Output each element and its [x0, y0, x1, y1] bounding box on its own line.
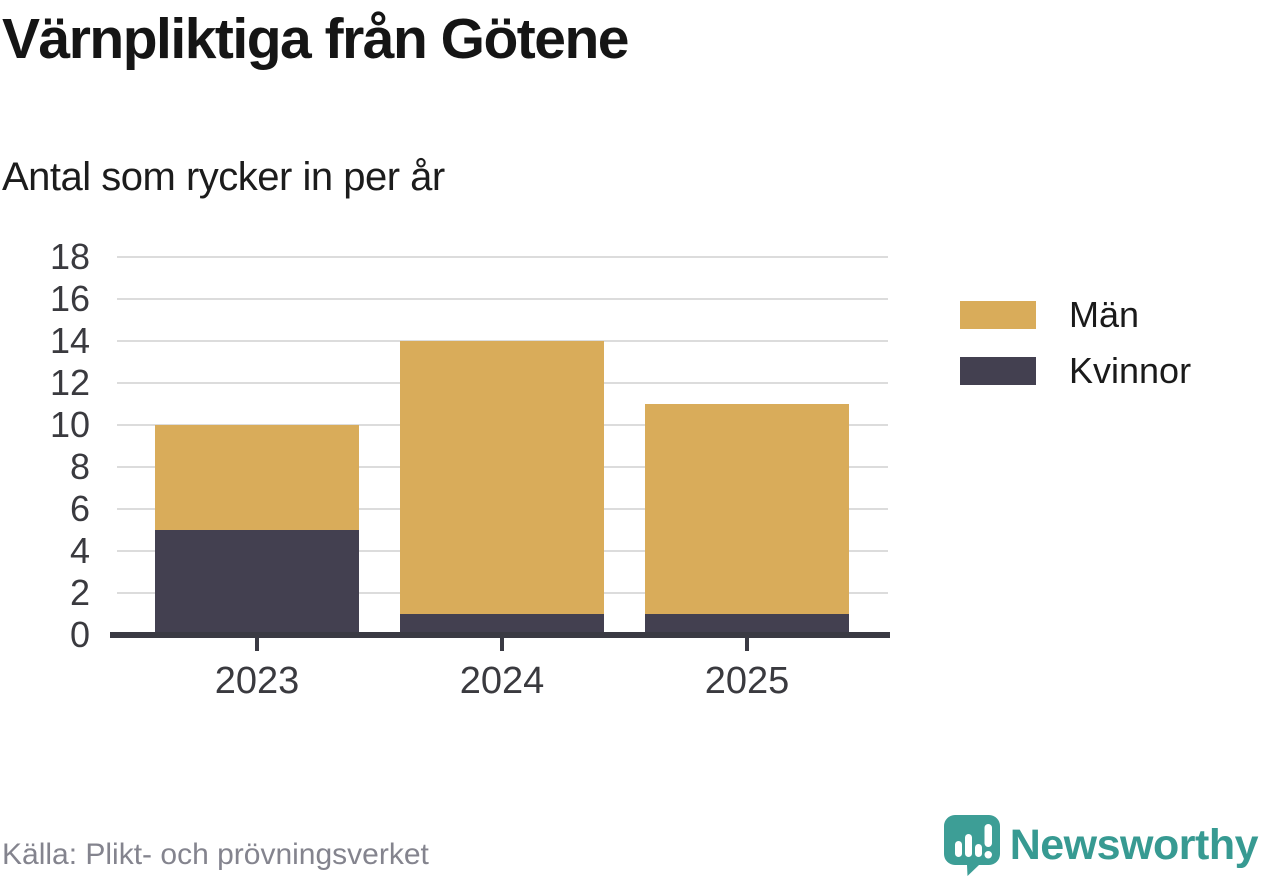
y-tick-label-12: 12 [49, 362, 90, 403]
plot-area [117, 256, 888, 635]
legend-label-män: Män [1069, 294, 1140, 335]
y-tick-label-4: 4 [69, 530, 90, 571]
x-axis-tick-2023 [255, 638, 259, 651]
bar-segment-2023-kvinnor [155, 530, 359, 635]
gridline-16 [117, 298, 888, 300]
chart-title: Värnpliktiga från Götene [2, 7, 629, 71]
legend-swatch-kvinnor [960, 357, 1036, 385]
bar-segment-2025-män [645, 404, 849, 614]
y-tick-label-8: 8 [69, 446, 90, 487]
y-tick-label-10: 10 [49, 404, 90, 445]
y-tick-label-0: 0 [69, 614, 90, 655]
chart-subtitle: Antal som rycker in per år [2, 155, 445, 199]
x-axis-tick-2024 [500, 638, 504, 651]
gridline-18 [117, 256, 888, 258]
bar-segment-2024-män [400, 341, 604, 614]
brand-name: Newsworthy [1009, 821, 1259, 869]
x-tick-label-2025: 2025 [704, 660, 790, 702]
y-tick-label-6: 6 [69, 488, 90, 529]
legend-label-kvinnor: Kvinnor [1069, 350, 1192, 391]
x-tick-label-2023: 2023 [214, 660, 300, 702]
legend: Män Kvinnor [960, 294, 1191, 391]
newsworthy-chart-bubble-icon [943, 814, 1001, 877]
x-axis-line [110, 632, 890, 638]
y-tick-label-18: 18 [49, 236, 90, 277]
y-axis: 0 2 4 6 8 10 12 14 16 18 [0, 0, 90, 879]
brand-logo[interactable]: Newsworthy [943, 814, 1259, 877]
legend-swatch-män [960, 301, 1036, 329]
x-tick-label-2024: 2024 [459, 660, 545, 702]
bar-segment-2024-kvinnor [400, 614, 604, 635]
bar-segment-2025-kvinnor [645, 614, 849, 635]
legend-item-kvinnor: Kvinnor [960, 350, 1191, 391]
y-tick-label-16: 16 [49, 278, 90, 319]
source-note: Källa: Plikt- och prövningsverket [2, 838, 429, 871]
legend-item-män: Män [960, 294, 1191, 335]
x-axis-tick-2025 [745, 638, 749, 651]
y-tick-label-2: 2 [69, 572, 90, 613]
y-tick-label-14: 14 [49, 320, 90, 361]
bar-segment-2023-män [155, 425, 359, 530]
